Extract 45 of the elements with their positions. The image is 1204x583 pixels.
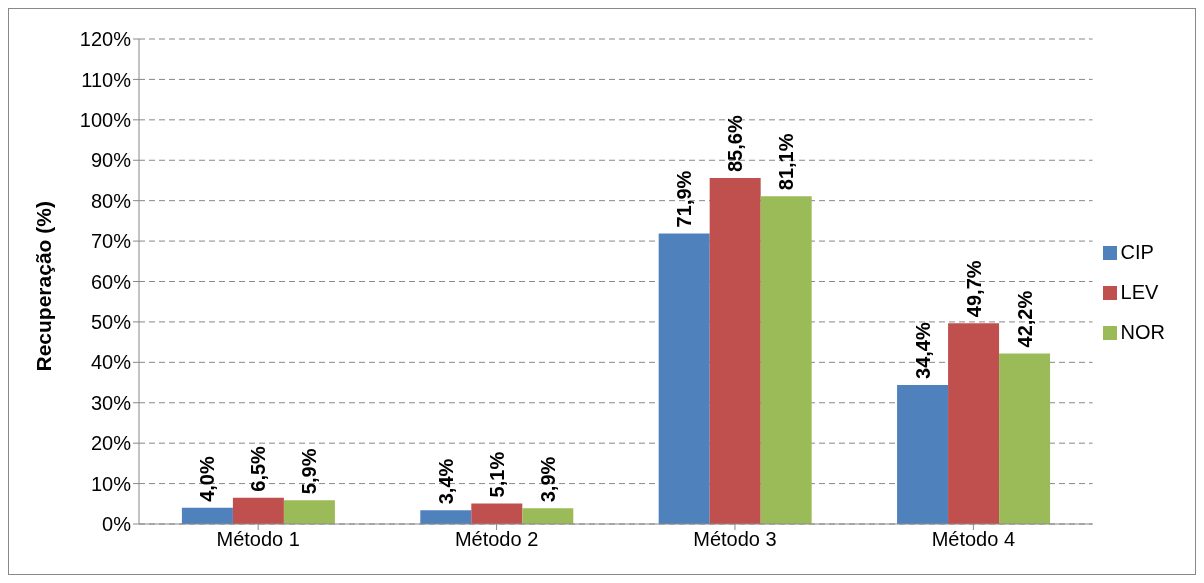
y-tick-label: 20%: [90, 432, 132, 455]
data-label: 42,2%: [1013, 290, 1036, 348]
bar: [999, 353, 1051, 524]
data-label: 49,7%: [962, 260, 985, 318]
legend-label: NOR: [1120, 320, 1165, 343]
y-tick-label: 110%: [81, 68, 132, 91]
bar: [760, 196, 812, 524]
x-tick-label: Método 2: [454, 528, 539, 551]
y-tick-label: 30%: [90, 391, 132, 414]
y-tick-label: 80%: [90, 189, 132, 212]
data-label: 3,9%: [536, 456, 559, 503]
bar: [522, 508, 574, 524]
y-tick-label: 0%: [102, 513, 132, 536]
data-label: 6,5%: [247, 445, 270, 492]
bar: [658, 233, 710, 524]
bar: [897, 384, 949, 524]
bar: [283, 500, 335, 524]
data-label: 5,9%: [298, 448, 321, 495]
bar: [181, 507, 233, 524]
bar: [709, 178, 761, 524]
x-tick-label: Método 1: [216, 528, 300, 551]
y-tick-label: 120%: [79, 28, 132, 51]
x-tick-label: Método 4: [931, 528, 1016, 551]
legend-label: CIP: [1120, 240, 1154, 263]
data-label: 81,1%: [775, 133, 798, 191]
x-tick-label: Método 3: [693, 528, 777, 551]
y-tick-label: 90%: [90, 149, 132, 172]
bar: [948, 323, 1000, 524]
y-tick-label: 40%: [90, 351, 132, 374]
data-label: 71,9%: [673, 170, 696, 228]
bar: [232, 497, 284, 524]
y-tick-label: 70%: [90, 230, 132, 253]
data-label: 34,4%: [911, 322, 934, 379]
y-tick-label: 50%: [90, 311, 132, 334]
legend-label: LEV: [1120, 280, 1159, 303]
data-label: 5,1%: [485, 451, 508, 498]
data-label: 3,4%: [434, 458, 457, 505]
bar: [471, 503, 523, 524]
y-tick-label: 60%: [90, 270, 132, 293]
bar: [420, 510, 472, 524]
data-label: 4,0%: [196, 456, 219, 502]
y-axis-title: Recuperação (%): [32, 201, 56, 372]
data-label: 85,6%: [724, 115, 747, 173]
y-tick-label: 100%: [79, 108, 132, 131]
y-tick-label: 10%: [90, 472, 132, 495]
